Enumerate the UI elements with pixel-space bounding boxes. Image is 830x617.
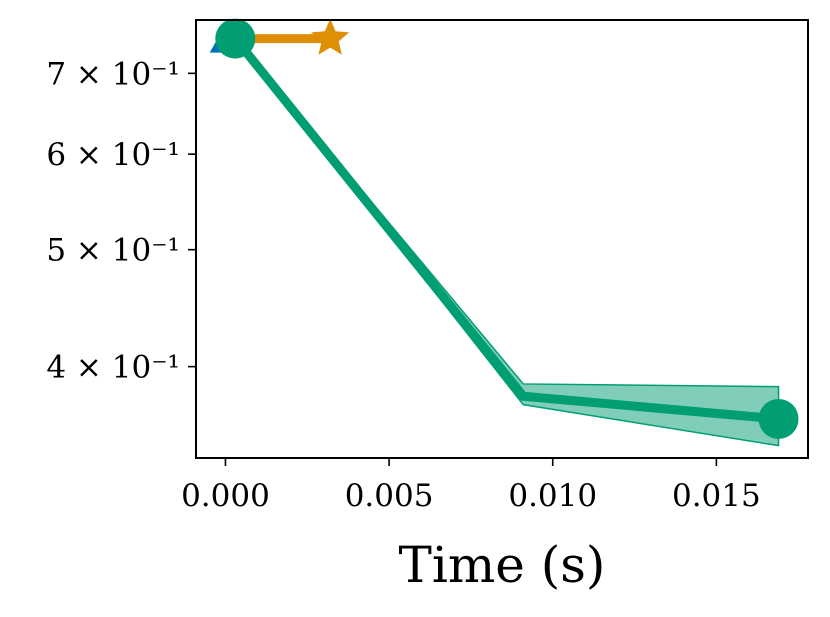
- x-axis-label: Time (s): [399, 536, 606, 594]
- plot-frame: [195, 19, 809, 459]
- series-2-point: [758, 398, 799, 439]
- plot-layer: [209, 18, 799, 447]
- y-tick-label: 5 × 10⁻¹: [46, 233, 180, 269]
- x-axis: 0.000 0.005 0.010 0.015: [181, 458, 761, 514]
- series-2-band: [234, 38, 780, 447]
- x-tick-label: 0.000: [181, 478, 270, 514]
- series-2-line: [231, 35, 779, 424]
- y-tick-label: 6 × 10⁻¹: [46, 137, 180, 173]
- y-tick-label: 4 × 10⁻¹: [46, 350, 180, 386]
- x-tick-label: 0.015: [672, 478, 761, 514]
- series-1-point: [311, 18, 350, 55]
- series-2-point: [215, 18, 256, 59]
- y-tick-label: 7 × 10⁻¹: [46, 56, 180, 92]
- y-axis: 4 × 10⁻¹ 5 × 10⁻¹ 6 × 10⁻¹ 7 × 10⁻¹: [46, 56, 196, 386]
- x-tick-label: 0.005: [345, 478, 434, 514]
- x-tick-label: 0.010: [508, 478, 597, 514]
- series-2: [215, 18, 799, 447]
